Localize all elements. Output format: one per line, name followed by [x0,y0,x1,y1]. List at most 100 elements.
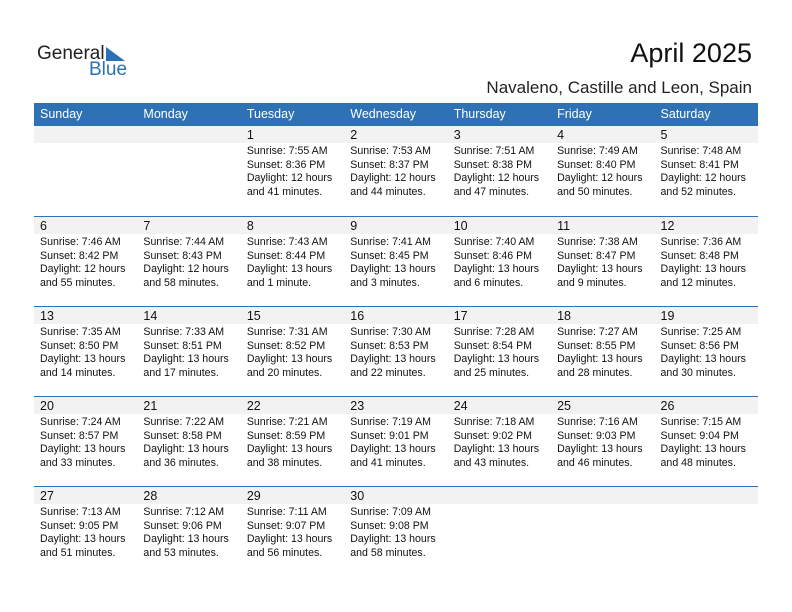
sunset-text: Sunset: 8:36 PM [246,158,326,171]
sunrise-text: Sunrise: 7:21 AM [246,416,328,428]
daylight-text: Daylight: 13 hours [143,443,229,455]
day-cell: 10 Sunrise: 7:40 AM Sunset: 8:46 PM Dayligh… [447,217,552,306]
day-number: 6 [34,217,138,234]
daylight-text: Daylight: 12 hours [246,172,333,184]
week-row: 27 Sunrise: 7:13 AM Sunset: 9:05 PM Dayligh… [34,486,758,576]
sunset-text: Sunset: 8:54 PM [453,339,533,352]
sunrise-text: Sunrise: 7:31 AM [246,326,328,338]
day-number: 5 [654,126,758,143]
day-cell: 4 Sunrise: 7:49 AM Sunset: 8:40 PM Daylight… [551,126,655,216]
day-cell: 8 Sunrise: 7:43 AM Sunset: 8:44 PM Daylight… [240,217,345,306]
day-number [34,126,138,143]
minutes-text: and 25 minutes. [453,366,530,379]
sunset-text: Sunset: 8:42 PM [40,249,119,262]
daylight-text: Daylight: 13 hours [40,443,126,455]
logo-general-text: General [37,43,105,64]
minutes-text: and 55 minutes. [40,276,116,289]
day-info: Sunrise: 7:16 AM Sunset: 9:03 PM Daylight:… [551,414,654,470]
sunrise-text: Sunrise: 7:53 AM [350,145,431,157]
minutes-text: and 46 minutes. [557,456,633,469]
day-number: 28 [137,487,241,504]
day-cell: 28 Sunrise: 7:12 AM Sunset: 9:06 PM Dayligh… [137,487,241,576]
sunset-text: Sunset: 8:57 PM [40,429,119,442]
day-info: Sunrise: 7:46 AM Sunset: 8:42 PM Daylight:… [34,234,137,290]
day-info: Sunrise: 7:51 AM Sunset: 8:38 PM Daylight:… [448,143,551,199]
minutes-text: and 41 minutes. [246,185,323,198]
sunset-text: Sunset: 8:51 PM [143,339,222,352]
sunrise-text: Sunrise: 7:44 AM [143,236,225,248]
day-number: 16 [344,307,448,324]
day-cell [137,126,241,216]
sunset-text: Sunset: 9:08 PM [350,519,429,532]
sunset-text: Sunset: 8:50 PM [40,339,119,352]
week-row: 6 Sunrise: 7:46 AM Sunset: 8:42 PM Daylight… [34,216,758,306]
daylight-text: Daylight: 13 hours [246,263,333,275]
day-number: 22 [240,397,345,414]
page-title: April 2025 [630,38,752,68]
minutes-text: and 22 minutes. [350,366,426,379]
day-info: Sunrise: 7:22 AM Sunset: 8:58 PM Daylight:… [137,414,240,470]
daylight-text: Daylight: 13 hours [557,443,643,455]
daylight-text: Daylight: 12 hours [40,263,126,275]
day-cell: 5 Sunrise: 7:48 AM Sunset: 8:41 PM Daylight… [654,126,758,216]
day-number: 18 [551,307,655,324]
minutes-text: and 58 minutes. [350,546,426,559]
calendar-grid: Sunday Monday Tuesday Wednesday Thursday Frid… [34,103,758,576]
daylight-text: Daylight: 13 hours [350,533,436,545]
daylight-text: Daylight: 13 hours [660,443,746,455]
sunrise-text: Sunrise: 7:41 AM [350,236,431,248]
day-number: 4 [551,126,655,143]
day-number: 19 [654,307,758,324]
day-cell: 2 Sunrise: 7:53 AM Sunset: 8:37 PM Daylight… [344,126,448,216]
day-number: 3 [447,126,552,143]
day-info: Sunrise: 7:25 AM Sunset: 8:56 PM Daylight:… [655,324,758,380]
day-cell: 30 Sunrise: 7:09 AM Sunset: 9:08 PM Dayligh… [344,487,448,576]
day-info: Sunrise: 7:49 AM Sunset: 8:40 PM Daylight:… [551,143,654,199]
day-info: Sunrise: 7:35 AM Sunset: 8:50 PM Daylight:… [34,324,137,380]
sunrise-text: Sunrise: 7:15 AM [660,416,742,428]
minutes-text: and 51 minutes. [40,546,116,559]
day-cell: 18 Sunrise: 7:27 AM Sunset: 8:55 PM Dayligh… [551,307,655,396]
weekday-monday: Monday [143,107,188,121]
day-cell: 26 Sunrise: 7:15 AM Sunset: 9:04 PM Dayligh… [654,397,758,486]
day-info: Sunrise: 7:41 AM Sunset: 8:45 PM Daylight:… [344,234,447,290]
day-number [137,126,241,143]
minutes-text: and 28 minutes. [557,366,633,379]
sunset-text: Sunset: 8:58 PM [143,429,222,442]
minutes-text: and 1 minute. [246,276,312,289]
minutes-text: and 12 minutes. [660,276,736,289]
sunrise-text: Sunrise: 7:27 AM [557,326,638,338]
sunset-text: Sunset: 8:45 PM [350,249,429,262]
day-cell: 11 Sunrise: 7:38 AM Sunset: 8:47 PM Dayligh… [551,217,655,306]
daylight-text: Daylight: 12 hours [350,172,436,184]
sunrise-text: Sunrise: 7:28 AM [453,326,535,338]
day-cell: 16 Sunrise: 7:30 AM Sunset: 8:53 PM Dayligh… [344,307,448,396]
sunset-text: Sunset: 8:41 PM [660,158,739,171]
daylight-text: Daylight: 12 hours [660,172,746,184]
day-info: Sunrise: 7:36 AM Sunset: 8:48 PM Daylight:… [655,234,758,290]
day-cell: 24 Sunrise: 7:18 AM Sunset: 9:02 PM Dayligh… [447,397,552,486]
weekday-wednesday: Wednesday [350,107,417,121]
daylight-text: Daylight: 13 hours [350,443,436,455]
sunset-text: Sunset: 8:37 PM [350,158,429,171]
week-row: 20 Sunrise: 7:24 AM Sunset: 8:57 PM Dayligh… [34,396,758,486]
day-cell: 15 Sunrise: 7:31 AM Sunset: 8:52 PM Dayligh… [240,307,345,396]
sunset-text: Sunset: 8:43 PM [143,249,222,262]
daylight-text: Daylight: 13 hours [246,533,333,545]
day-info: Sunrise: 7:43 AM Sunset: 8:44 PM Daylight:… [241,234,344,290]
weekday-thursday: Thursday [453,107,506,121]
day-number: 29 [240,487,345,504]
day-number: 27 [34,487,138,504]
day-cell: 12 Sunrise: 7:36 AM Sunset: 8:48 PM Dayligh… [654,217,758,306]
day-cell: 7 Sunrise: 7:44 AM Sunset: 8:43 PM Daylight… [137,217,241,306]
day-number: 15 [240,307,345,324]
sunset-text: Sunset: 8:47 PM [557,249,636,262]
day-cell: 13 Sunrise: 7:35 AM Sunset: 8:50 PM Dayligh… [34,307,138,396]
day-info: Sunrise: 7:31 AM Sunset: 8:52 PM Daylight:… [241,324,344,380]
day-info: Sunrise: 7:38 AM Sunset: 8:47 PM Daylight:… [551,234,654,290]
sunrise-text: Sunrise: 7:55 AM [246,145,328,157]
day-cell: 17 Sunrise: 7:28 AM Sunset: 8:54 PM Dayligh… [447,307,552,396]
day-cell: 9 Sunrise: 7:41 AM Sunset: 8:45 PM Daylight… [344,217,448,306]
sunset-text: Sunset: 8:53 PM [350,339,429,352]
sunrise-text: Sunrise: 7:22 AM [143,416,225,428]
